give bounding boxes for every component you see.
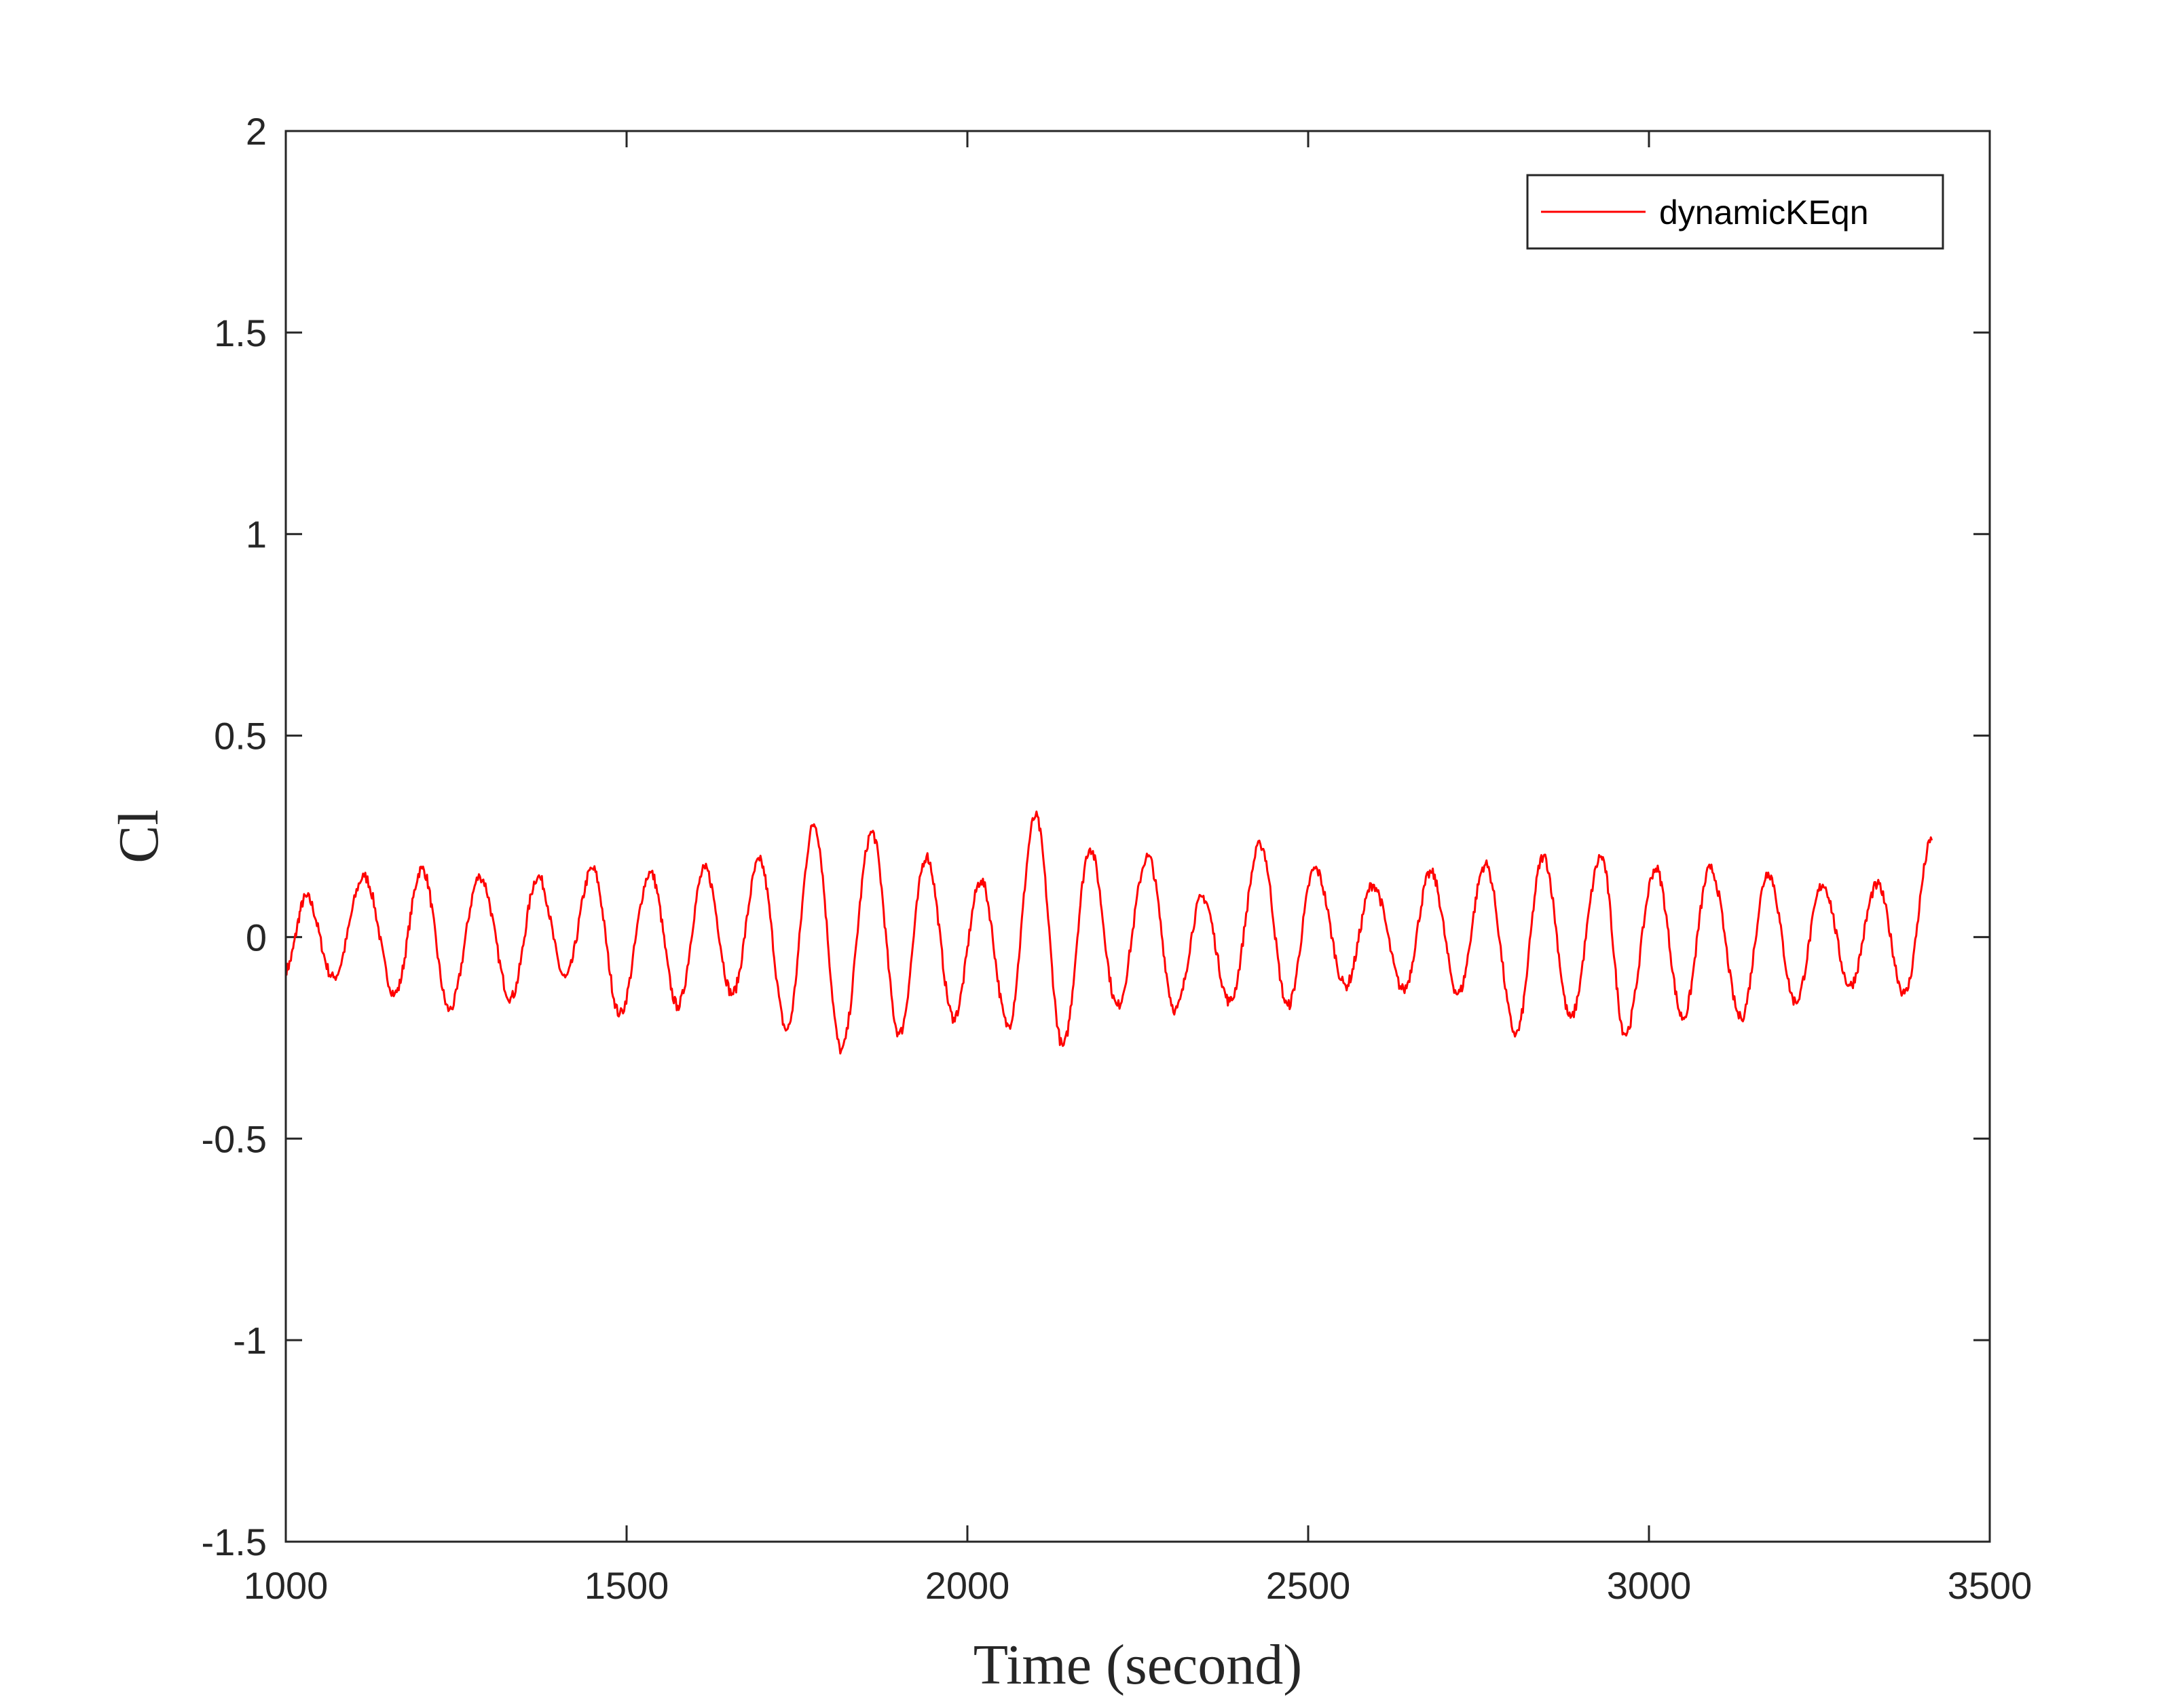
y-tick-label: 1 <box>246 513 267 556</box>
x-axis-label: Time (second) <box>973 1633 1303 1696</box>
plot-area <box>286 131 1990 1542</box>
series-line-dynamicKEqn <box>284 811 1933 1055</box>
y-axis-label: Cl <box>107 809 170 863</box>
x-tick-label: 1000 <box>244 1564 329 1607</box>
y-tick-label: -0.5 <box>202 1117 267 1160</box>
y-tick-label: 1.5 <box>214 312 267 354</box>
x-tick-label: 3000 <box>1607 1564 1692 1607</box>
y-tick-label: 0 <box>246 916 267 959</box>
legend: dynamicKEqn <box>1526 174 1944 250</box>
y-tick-label: 2 <box>246 110 267 153</box>
y-tick-label: -1.5 <box>202 1521 267 1563</box>
y-tick-label: 0.5 <box>214 715 267 758</box>
tick-labels: 1000 1500 2000 2500 3000 3500 -1.5 -1 -0.5 0 0.5 1 1… <box>202 110 2033 1607</box>
x-tick-label: 2000 <box>925 1564 1010 1607</box>
y-tick-label: -1 <box>233 1319 267 1362</box>
legend-label: dynamicKEqn <box>1659 193 1869 231</box>
x-tick-label: 2500 <box>1266 1564 1351 1607</box>
x-tick-label: 1500 <box>584 1564 669 1607</box>
x-tick-label: 3500 <box>1948 1564 2033 1607</box>
plot-frame <box>284 130 1991 1543</box>
